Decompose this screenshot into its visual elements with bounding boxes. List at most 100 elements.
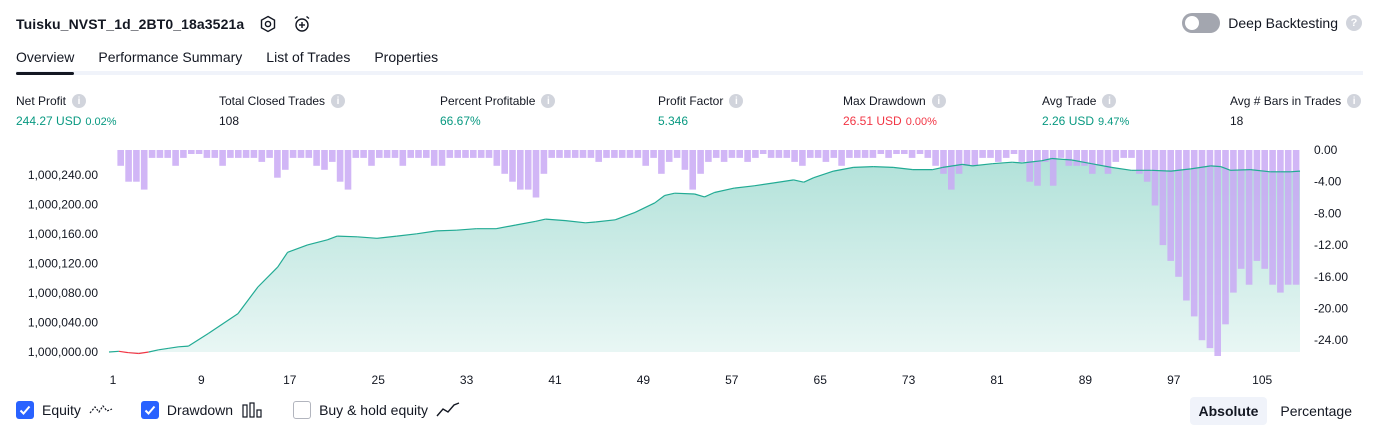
metric-value: 108 [219,114,240,128]
drawdown-bar [783,150,791,158]
buy-hold-checkbox[interactable] [293,401,312,419]
drawdown-bar [916,150,924,154]
drawdown-bar [297,150,305,158]
drawdown-bar [564,150,571,158]
equity-drawdown-chart[interactable]: 1,000,000.00 1,000,040.00 1,000,080.00 1,00… [0,140,1379,390]
drawdown-bar [1175,150,1182,277]
equity-line-segment [1022,160,1043,164]
drawdown-bar [1128,150,1135,158]
drawdown-bar [877,150,885,154]
tab-properties[interactable]: Properties [374,49,439,65]
info-icon[interactable]: i [72,94,87,108]
drawdown-bar [1292,150,1300,285]
x-tick-label: 33 [460,373,474,387]
info-icon[interactable]: i [931,94,946,108]
drawdown-bar [720,150,728,162]
buy-hold-line-icon [436,402,460,417]
percentage-button[interactable]: Percentage [1280,403,1352,419]
drawdown-bar [1167,150,1174,261]
drawdown-bar [250,150,258,158]
equity-line-segment [178,345,189,348]
drawdown-bar [642,150,649,166]
info-icon[interactable]: i [541,94,556,108]
x-tick-label: 97 [1167,373,1181,387]
equity-line-segment [1210,165,1221,168]
legend-equity[interactable]: Equity [16,401,113,419]
drawdown-bar [415,150,422,158]
drawdown-bar [446,150,454,158]
drawdown-tick-label: -20.00 [1314,302,1348,316]
drawdown-bar [1261,150,1268,269]
info-icon[interactable]: i [1102,94,1117,108]
metric-label: Profit Factor [658,94,724,108]
legend-label: Drawdown [166,402,234,418]
equity-tick-label: 1,000,240.00 [28,168,98,182]
drawdown-bar [744,150,751,162]
x-tick-label: 25 [372,373,386,387]
settings-gear-icon[interactable] [258,14,278,34]
drawdown-bar [861,150,869,158]
metric-label: Max Drawdown [843,94,926,108]
info-icon[interactable]: i [1347,94,1362,108]
drawdown-bar [932,150,939,166]
drawdown-bar [140,150,148,190]
equity-line-segment [704,191,715,198]
x-tick-label: 9 [198,373,205,387]
equity-line-segment [545,218,566,222]
drawdown-bar [1222,150,1229,325]
equity-line-segment [932,166,943,171]
drawdown-bar [814,150,822,158]
equity-line-segment [108,350,119,353]
equity-tick-label: 1,000,160.00 [28,227,98,241]
info-icon[interactable]: i [331,94,346,108]
drawdown-bar [611,150,618,158]
drawdown-bars-icon [242,402,262,418]
absolute-button[interactable]: Absolute [1189,397,1268,425]
alarm-clock-add-icon[interactable] [292,14,312,34]
drawdown-bar [1089,150,1096,174]
equity-line-segment [694,193,705,198]
drawdown-bar [759,150,767,154]
drawdown-bar [117,150,124,166]
equity-line-segment [614,211,636,221]
drawdown-bar [1057,150,1065,158]
tab-overview[interactable]: Overview [16,45,75,75]
info-icon[interactable]: i [729,94,744,108]
metric-percent: 9.47% [1098,116,1130,128]
metric-value: 66.67% [440,114,481,128]
drawdown-bar [1151,150,1159,206]
drawdown-bar [1136,150,1143,174]
drawdown-bar [438,150,446,166]
drawdown-bar [618,150,626,158]
drawdown-bar [556,150,563,158]
metric-percent: 0.02% [85,116,117,128]
drawdown-bar [1277,150,1284,293]
equity-line-segment [773,179,794,184]
x-tick-label: 1 [110,373,117,387]
deep-backtesting-toggle[interactable] [1182,13,1221,33]
drawdown-bar [846,150,853,158]
drawdown-bar [1104,150,1112,174]
tab-performance-summary[interactable]: Performance Summary [98,49,243,65]
metric-avg-bars: Avg # Bars in Trades i 18 [1230,93,1362,129]
drawdown-bar [164,150,171,158]
drawdown-bar [767,150,775,158]
drawdown-bar [571,150,579,158]
metric-value: 26.51 USD [843,114,902,128]
drawdown-bar [681,150,689,170]
legend-drawdown[interactable]: Drawdown [140,401,265,419]
drawdown-bar [963,150,971,166]
legend-buy-hold[interactable]: Buy & hold equity [293,401,460,419]
tab-list-of-trades[interactable]: List of Trades [266,49,351,65]
drawdown-bar [540,150,548,174]
metric-label: Avg # Bars in Trades [1230,94,1342,108]
equity-line-segment [128,352,139,355]
drawdown-checkbox[interactable] [140,401,159,419]
help-question-icon[interactable]: ? [1346,15,1362,31]
drawdown-bar [1073,150,1080,166]
drawdown-bar [1026,150,1033,182]
equity-tick-label: 1,000,200.00 [28,197,98,211]
drawdown-bar [195,150,203,154]
drawdown-tick-label: 0.00 [1314,143,1338,157]
equity-checkbox[interactable] [16,401,34,419]
